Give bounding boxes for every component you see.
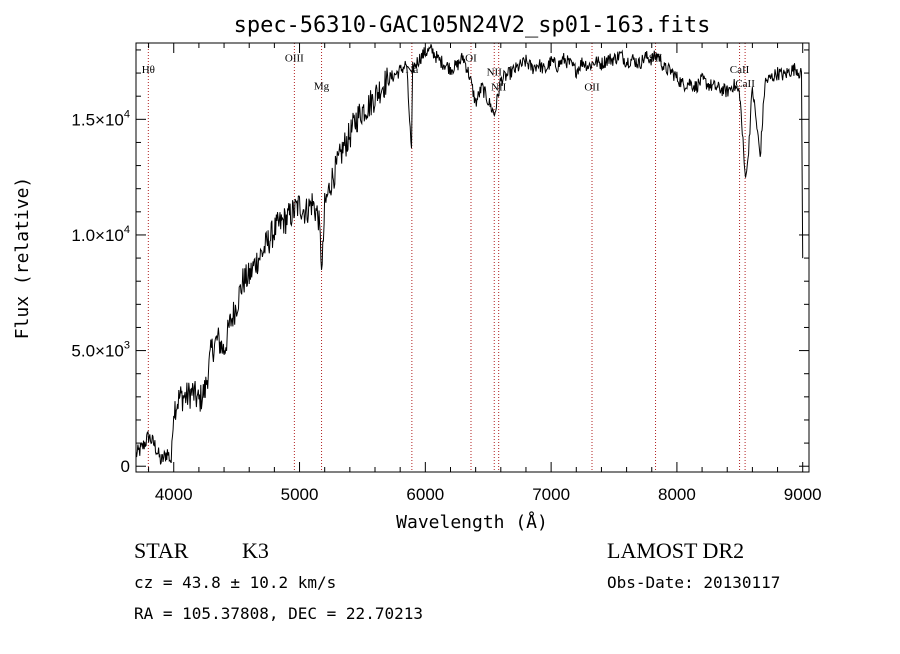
y-tick-label-3: 1.5×104 xyxy=(71,108,130,129)
object-subclass: K3 xyxy=(242,538,269,563)
x-axis-label: Wavelength (Å) xyxy=(396,511,548,533)
y-tick-label-0: 0 xyxy=(121,457,130,476)
line-label-0: Hθ xyxy=(142,64,155,76)
line-label-9: CaII xyxy=(730,64,750,76)
plot-frame xyxy=(135,42,810,473)
chart-title: spec-56310-GAC105N24V2_sp01-163.fits xyxy=(234,13,711,38)
line-label-5: NII xyxy=(487,66,503,78)
line-label-7: OII xyxy=(584,81,600,93)
redshift-velocity: cz = 43.8 ± 10.2 km/s xyxy=(134,573,336,592)
observation-date: Obs-Date: 20130117 xyxy=(607,573,780,592)
y-tick-label-2: 1.0×104 xyxy=(71,224,130,245)
line-label-1: OIII xyxy=(285,53,304,65)
y-axis-label: Flux (relative) xyxy=(12,177,33,340)
spectrum-line xyxy=(136,44,804,465)
line-label-2: Mg xyxy=(314,80,330,92)
sky-coordinates: RA = 105.37808, DEC = 22.70213 xyxy=(134,604,423,623)
survey-name: LAMOST DR2 xyxy=(607,538,744,563)
axis-ticks: 4000 5000 6000 7000 8000 9000 0 5.0×103 1.0×104 1… xyxy=(71,43,822,504)
object-class: STAR xyxy=(134,538,189,563)
line-label-4: OI xyxy=(465,53,477,65)
x-tick-label-1: 5000 xyxy=(281,485,319,504)
line-label-10: CaII xyxy=(735,78,755,90)
y-tick-label-1: 5.0×103 xyxy=(71,340,130,361)
x-tick-label-2: 6000 xyxy=(406,485,444,504)
x-tick-label-0: 4000 xyxy=(155,485,193,504)
x-tick-label-4: 8000 xyxy=(658,485,696,504)
x-tick-label-5: 9000 xyxy=(784,485,822,504)
spectrum-series xyxy=(136,44,804,465)
x-tick-label-3: 7000 xyxy=(532,485,570,504)
